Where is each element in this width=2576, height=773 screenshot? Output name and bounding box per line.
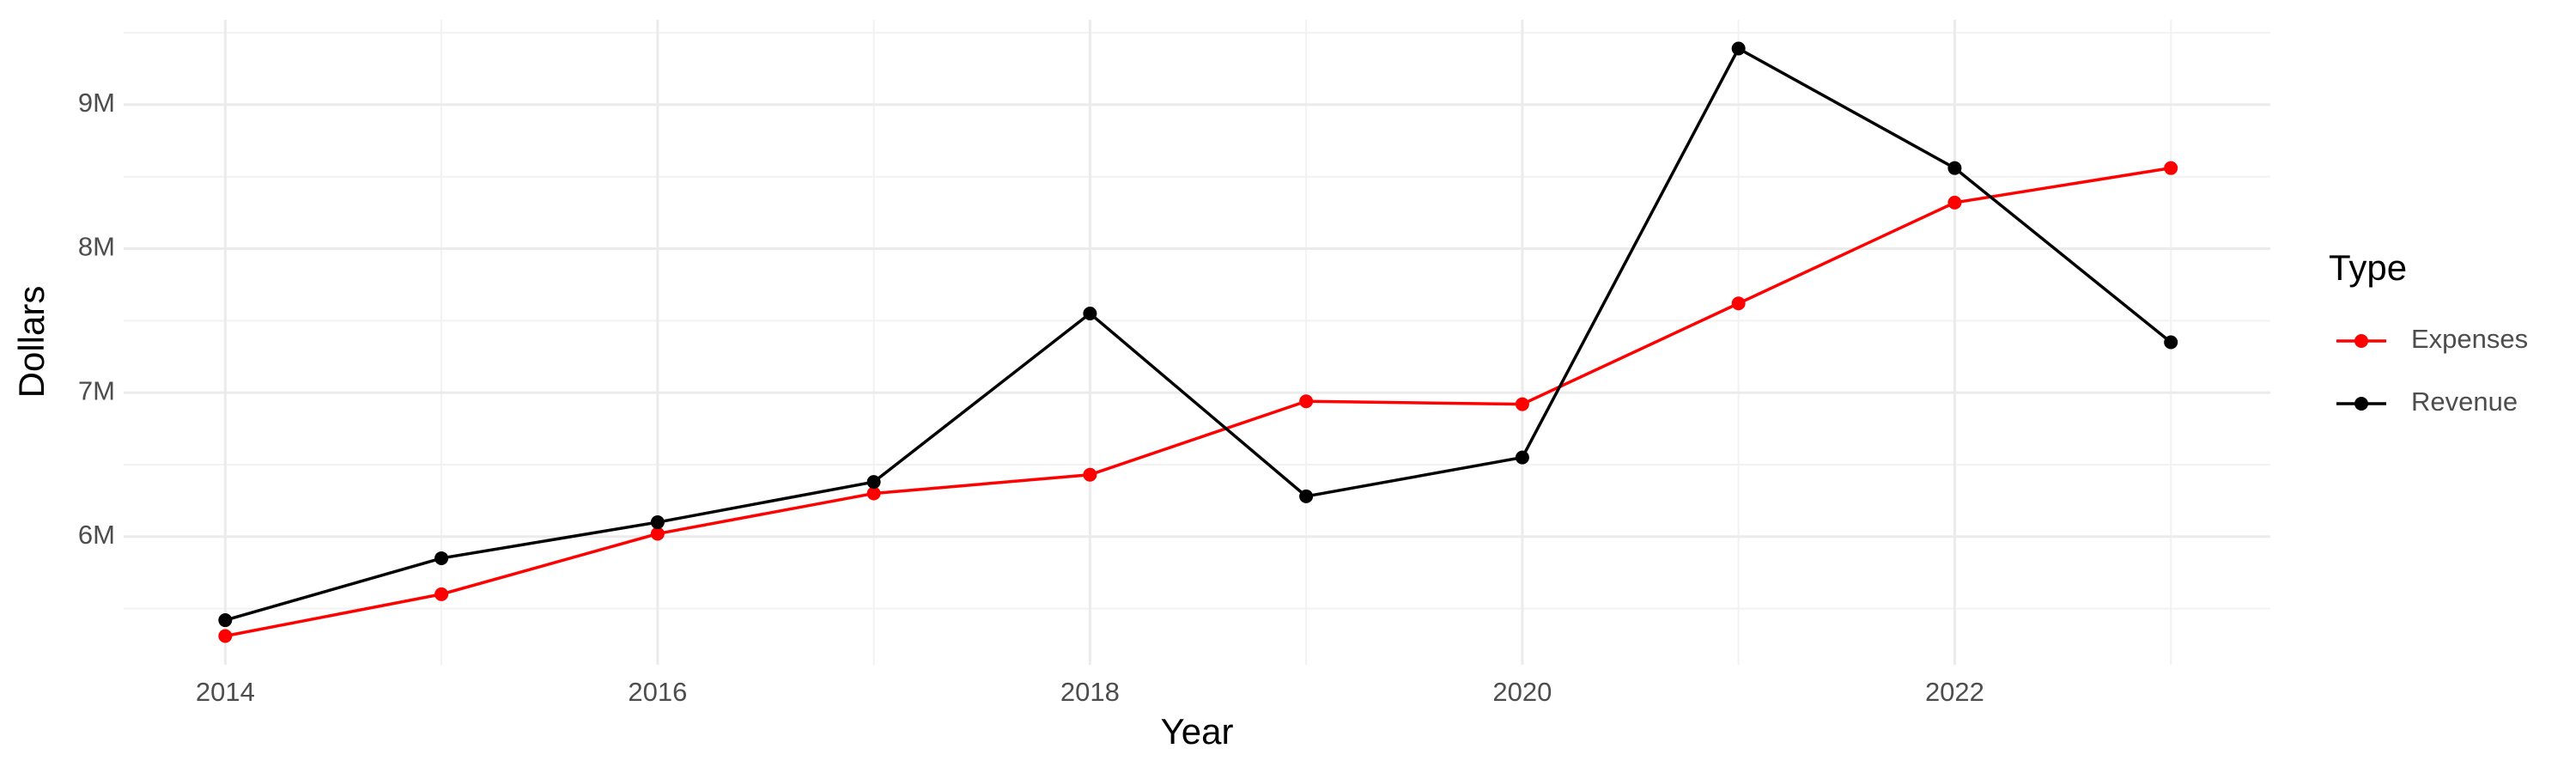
data-point [650,515,665,530]
legend-label: Expenses [2411,324,2528,354]
data-point [1947,195,1962,210]
x-tick-label: 2020 [1492,677,1552,707]
y-axis-title: Dollars [11,286,52,399]
y-tick-label: 6M [78,520,115,550]
data-point [1083,467,1097,482]
data-point [1515,450,1529,465]
x-tick-label: 2014 [196,677,255,707]
data-point [434,551,449,565]
data-point [1515,397,1529,411]
data-point [1299,489,1314,503]
data-point [218,613,233,628]
x-tick-label: 2016 [628,677,687,707]
x-tick-label: 2022 [1925,677,1984,707]
data-point [1083,306,1097,320]
data-point [1731,41,1746,56]
data-point [866,475,881,490]
data-point [1731,296,1746,311]
legend-label: Revenue [2411,386,2518,417]
data-point [2164,161,2178,175]
data-point [866,486,881,501]
x-axis-title: Year [1161,711,1234,752]
data-point [434,587,449,601]
legend-key-point [2354,334,2368,348]
series-line [224,46,2172,622]
y-tick-label: 9M [78,88,115,118]
legend-title: Type [2329,247,2407,288]
x-tick-label: 2018 [1060,677,1120,707]
y-tick-label: 8M [78,232,115,262]
data-point [218,629,233,643]
data-point [1947,161,1962,175]
series-line [224,166,2172,638]
legend-key-point [2354,397,2368,411]
y-tick-label: 7M [78,375,115,405]
data-point [650,526,665,541]
data-point [1299,394,1314,409]
data-point [2164,335,2178,350]
